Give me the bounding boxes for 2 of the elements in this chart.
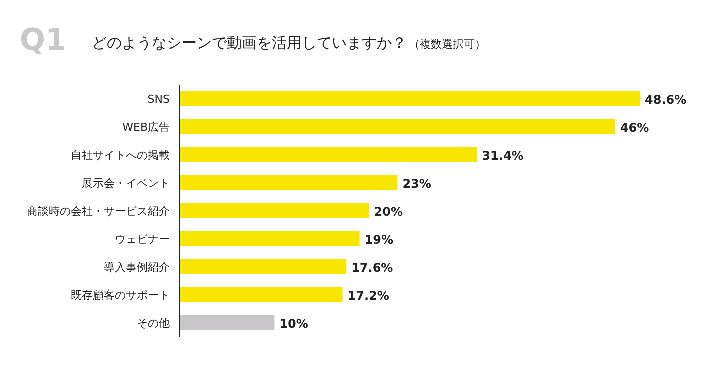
annotation: （複数選択可）: [409, 38, 486, 51]
subtitle: どのようなシーンで動画を活用していますか？: [92, 34, 407, 52]
